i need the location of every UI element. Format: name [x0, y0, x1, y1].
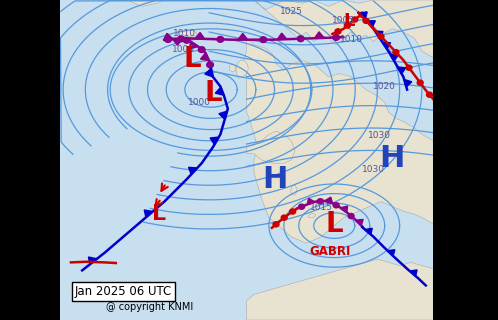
Text: 1015: 1015	[310, 204, 333, 212]
Circle shape	[393, 50, 399, 55]
Polygon shape	[382, 42, 390, 49]
Text: 1000: 1000	[188, 98, 211, 107]
Polygon shape	[219, 111, 227, 119]
Polygon shape	[247, 131, 295, 163]
Text: 1005: 1005	[171, 45, 195, 54]
Text: 1010: 1010	[340, 36, 363, 44]
Polygon shape	[315, 32, 324, 38]
Polygon shape	[205, 69, 213, 77]
Text: 1005: 1005	[332, 16, 355, 25]
Circle shape	[333, 35, 340, 40]
Polygon shape	[254, 0, 433, 58]
Text: 1030: 1030	[368, 132, 390, 140]
Circle shape	[297, 36, 304, 42]
Circle shape	[281, 215, 287, 220]
Circle shape	[207, 62, 214, 68]
Circle shape	[273, 222, 279, 227]
Polygon shape	[243, 38, 433, 243]
Polygon shape	[144, 210, 153, 217]
Polygon shape	[356, 220, 363, 226]
Text: 1030: 1030	[362, 165, 385, 174]
Circle shape	[360, 12, 366, 17]
Polygon shape	[410, 270, 417, 276]
Polygon shape	[215, 87, 224, 95]
Text: 1025: 1025	[280, 7, 303, 16]
Text: L: L	[184, 45, 201, 73]
Polygon shape	[127, 0, 164, 6]
Circle shape	[345, 23, 351, 28]
Polygon shape	[365, 228, 373, 235]
Polygon shape	[230, 64, 235, 72]
Circle shape	[290, 209, 296, 214]
Polygon shape	[387, 250, 395, 256]
Polygon shape	[375, 31, 383, 38]
Polygon shape	[359, 12, 367, 19]
Text: L: L	[326, 210, 343, 238]
Text: @ copyright KNMI: @ copyright KNMI	[106, 302, 193, 312]
Polygon shape	[173, 39, 182, 45]
Circle shape	[165, 36, 171, 42]
Circle shape	[335, 29, 341, 34]
Polygon shape	[201, 53, 209, 61]
Polygon shape	[390, 54, 398, 61]
Circle shape	[178, 36, 184, 42]
Polygon shape	[307, 198, 315, 204]
Polygon shape	[238, 34, 248, 40]
Polygon shape	[195, 33, 205, 39]
Circle shape	[378, 34, 384, 39]
Polygon shape	[277, 33, 287, 40]
Polygon shape	[189, 167, 197, 174]
Text: L: L	[152, 204, 166, 224]
Text: Jan 2025 06 UTC: Jan 2025 06 UTC	[75, 285, 172, 298]
Polygon shape	[210, 137, 219, 145]
Circle shape	[352, 17, 358, 22]
Polygon shape	[325, 197, 333, 203]
Polygon shape	[368, 21, 375, 27]
Polygon shape	[163, 33, 173, 40]
Polygon shape	[308, 213, 316, 218]
Circle shape	[363, 18, 369, 23]
Circle shape	[299, 204, 305, 209]
Polygon shape	[397, 67, 406, 74]
Text: L: L	[344, 12, 355, 30]
Text: 1020: 1020	[374, 82, 396, 91]
Circle shape	[417, 80, 423, 85]
Text: 1010: 1010	[173, 29, 196, 38]
Polygon shape	[190, 42, 198, 49]
Polygon shape	[247, 259, 433, 320]
Polygon shape	[404, 79, 412, 87]
Text: H: H	[262, 165, 287, 194]
Circle shape	[198, 47, 205, 52]
Polygon shape	[89, 257, 97, 264]
Polygon shape	[177, 30, 197, 37]
Polygon shape	[291, 185, 297, 195]
Text: L: L	[204, 79, 222, 107]
Circle shape	[348, 213, 354, 219]
Text: GABRI: GABRI	[310, 245, 351, 258]
Circle shape	[406, 65, 412, 70]
Circle shape	[217, 36, 224, 42]
Circle shape	[317, 199, 323, 204]
Circle shape	[260, 37, 266, 43]
Circle shape	[183, 37, 190, 43]
Text: H: H	[379, 144, 405, 173]
Circle shape	[333, 203, 339, 208]
Polygon shape	[236, 60, 249, 78]
Circle shape	[426, 92, 432, 97]
Polygon shape	[341, 206, 348, 212]
